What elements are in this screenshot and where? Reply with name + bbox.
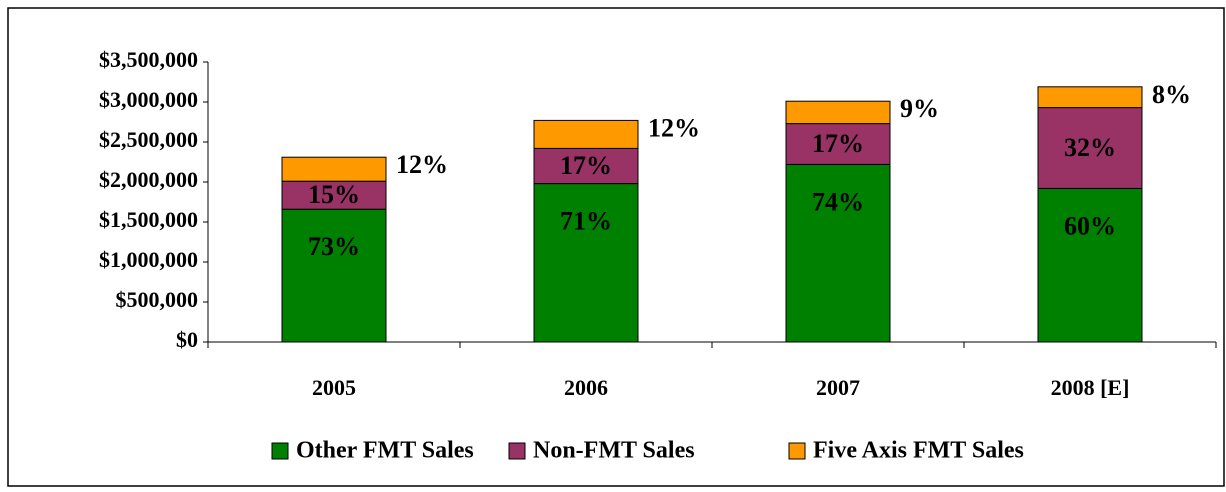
- y-tick-label: $0: [176, 327, 198, 352]
- bar-segment: [281, 180, 387, 210]
- data-label: 12%: [648, 113, 700, 142]
- legend-swatch: [788, 442, 806, 460]
- y-tick-label: $3,500,000: [99, 47, 198, 72]
- data-label: 60%: [1064, 211, 1116, 240]
- bar-segment: [533, 183, 639, 343]
- data-label: 32%: [1064, 133, 1116, 162]
- y-tick-label: $1,500,000: [99, 207, 198, 232]
- y-tick-label: $3,000,000: [99, 87, 198, 112]
- bar-segment: [281, 208, 387, 343]
- bar-segment: [1037, 86, 1143, 109]
- x-tick-label: 2006: [564, 375, 608, 400]
- bar-segment: [281, 156, 387, 182]
- data-label: 17%: [812, 129, 864, 158]
- legend-label: Non-FMT Sales: [533, 438, 695, 464]
- legend-label: Other FMT Sales: [296, 438, 474, 464]
- x-tick-label: 2007: [816, 375, 860, 400]
- data-label: 8%: [1152, 80, 1191, 109]
- data-label: 71%: [560, 207, 612, 236]
- data-label: 73%: [308, 232, 360, 261]
- bar-segment: [785, 100, 891, 125]
- bar-segment: [785, 163, 891, 343]
- data-label: 12%: [396, 150, 448, 179]
- data-label: 9%: [900, 94, 939, 123]
- y-tick-label: $2,500,000: [99, 127, 198, 152]
- bar-segment: [1037, 107, 1143, 189]
- legend-label: Five Axis FMT Sales: [813, 438, 1024, 464]
- y-tick-label: $500,000: [116, 287, 199, 312]
- data-label: 74%: [812, 187, 864, 216]
- data-label: 15%: [308, 180, 360, 209]
- bar-segment: [785, 123, 891, 165]
- x-tick-label: 2005: [312, 375, 356, 400]
- y-tick-label: $2,000,000: [99, 167, 198, 192]
- data-label: 17%: [560, 151, 612, 180]
- bar-segment: [533, 119, 639, 149]
- legend-swatch: [508, 442, 526, 460]
- x-tick-label: 2008 [E]: [1051, 375, 1130, 400]
- bar-segment: [533, 147, 639, 185]
- y-tick-label: $1,000,000: [99, 247, 198, 272]
- legend-swatch: [271, 442, 289, 460]
